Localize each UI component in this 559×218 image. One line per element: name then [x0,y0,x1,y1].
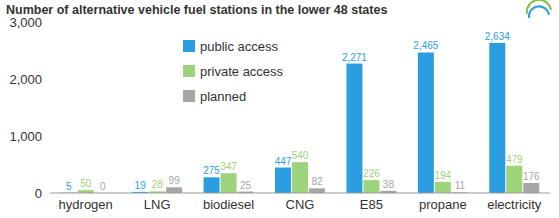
logo [527,0,551,18]
data-label: 19 [135,180,147,191]
legend-label: planned [200,89,246,104]
bar [292,162,308,193]
legend-swatch [183,40,195,52]
bars [61,43,540,193]
data-label: 25 [240,180,252,191]
data-label: 11 [455,180,466,191]
legend-label: private access [200,64,284,79]
data-label: 194 [435,170,452,181]
data-label: 2,271 [342,52,367,63]
data-label: 82 [311,176,323,187]
data-label: 2,465 [413,40,438,51]
x-tick-label: electricity [487,197,542,212]
data-label: 447 [275,156,292,167]
bar [523,183,539,193]
legend-swatch [183,65,195,77]
bar [166,187,182,193]
x-tick-label: CNG [286,197,315,212]
data-label: 275 [203,165,220,176]
x-tick-label: E85 [360,197,383,212]
data-label: 50 [80,178,92,189]
data-label: 479 [506,154,523,165]
x-tick-label: LNG [144,197,171,212]
y-tick-label: 0 [35,186,42,201]
x-tick-label: propane [419,197,467,212]
data-labels: 5 19 275 447 2,271 2,465 2,634 50 28 347 540 226 194… [66,31,540,192]
data-label: 226 [363,168,380,179]
bar [204,177,220,193]
chart-container: Number of alternative vehicle fuel stati… [0,0,559,218]
x-axis-line [50,193,550,194]
bar [506,166,522,193]
logo-arc [529,6,549,18]
legend: public access private access planned [183,39,284,104]
legend-label: public access [200,39,279,54]
y-tick-label: 2,000 [9,72,42,87]
data-label: 176 [523,171,540,182]
data-label: 540 [292,150,309,161]
y-tick-label: 1,000 [9,129,42,144]
data-label: 28 [152,179,164,190]
bar [309,188,325,193]
data-label: 347 [220,161,237,172]
y-tick-label: 3,000 [9,15,42,30]
data-label: 2,634 [485,31,510,42]
data-label: 5 [66,181,72,192]
x-tick-label: hydrogen [59,197,113,212]
data-label: 99 [169,175,181,186]
bar [346,64,362,193]
bar [418,52,434,193]
title: Number of alternative vehicle fuel stati… [6,3,387,17]
bar [435,182,451,193]
bar [489,43,505,193]
legend-swatch [183,90,195,102]
bar [275,168,291,193]
bar [363,180,379,193]
bar [221,173,237,193]
chart-svg: Number of alternative vehicle fuel stati… [0,0,559,218]
data-label: 38 [383,179,395,190]
data-label: 0 [100,181,106,192]
x-tick-label: biodiesel [203,197,254,212]
